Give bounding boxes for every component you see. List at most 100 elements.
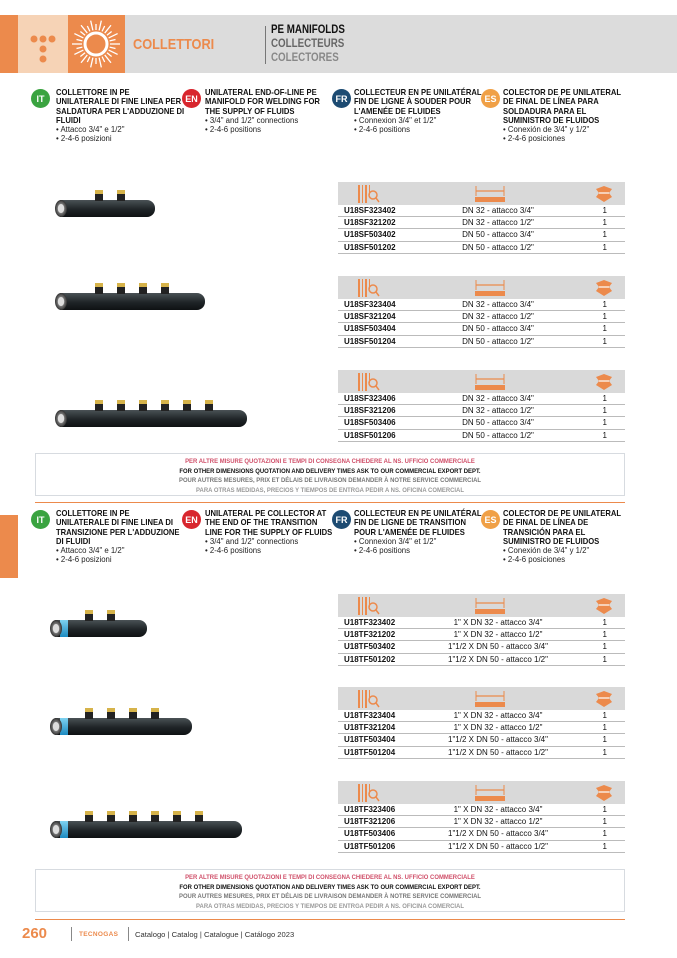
product-code: U18TF503406	[344, 829, 396, 839]
footer-brand: TECNOGAS	[79, 931, 119, 938]
lang-badge-es: ES	[481, 89, 500, 108]
pipe-end	[50, 620, 62, 637]
outlet-fitting	[183, 400, 191, 411]
description-bullet: • Attacco 3/4" e 1/2"	[56, 546, 125, 556]
box-package-icon	[596, 186, 612, 202]
outlet-fitting	[107, 708, 115, 719]
manifold-body	[55, 718, 192, 735]
product-table: U18TF323406 1" X DN 32 - attacco 3/4" 1 U18…	[338, 781, 625, 853]
outlet-fitting	[85, 708, 93, 719]
description-fr: COLLECTEUR EN PE UNILATÉRAL FIN DE LIGNE…	[354, 508, 486, 555]
manifold-body	[60, 410, 247, 427]
table-row: U18SF503406 DN 50 - attacco 3/4" 1	[338, 417, 625, 430]
pack-quantity: 1	[602, 300, 607, 309]
product-code: U18SF501206	[344, 430, 396, 440]
product-description: 1" X DN 32 - attacco 3/4"	[453, 618, 543, 627]
pack-quantity: 1	[602, 829, 607, 839]
barcode-search-icon	[358, 597, 380, 615]
lang-badge-it: IT	[31, 510, 50, 529]
description-en: UNILATERAL PE COLLECTOR AT THE END OF TH…	[205, 508, 337, 556]
product-code: U18SF323404	[344, 300, 396, 309]
description-bullet: • 2-4-6 positions	[205, 546, 262, 556]
product-table: U18TF323402 1" X DN 32 - attacco 3/4" 1 U18…	[338, 594, 625, 666]
pack-quantity: 1	[602, 242, 607, 252]
notice-fr: POUR AUTRES MESURES, PRIX ET DÉLAIS DE L…	[178, 893, 482, 900]
pipe-end	[50, 821, 62, 838]
description-bullet: • Connexion 3/4" et 1/2"	[354, 536, 437, 546]
description-bullet: • 2-4-6 posizioni	[56, 134, 112, 144]
outlet-fitting	[95, 190, 103, 201]
box-package-icon	[596, 374, 612, 390]
product-code: U18SF501202	[344, 242, 396, 252]
description-en: UNILATERAL END-OF-LINE PE MANIFOLD FOR W…	[205, 87, 337, 134]
title-es: COLECTORES	[271, 52, 339, 64]
description-es: COLECTOR DE PE UNILATERAL DE FINAL DE LÍ…	[503, 508, 635, 565]
pack-quantity: 1	[602, 630, 607, 640]
outlet-fitting	[117, 190, 125, 201]
pipe-end	[55, 410, 67, 427]
ruler-measure-icon	[475, 280, 505, 296]
section-divider	[35, 502, 625, 503]
tecnogas-logo-icon	[30, 35, 56, 63]
notice-es: PARA OTRAS MEDIDAS, PRECIOS Y TIEMPOS DE…	[196, 902, 464, 910]
table-row: U18SF321202 DN 32 - attacco 1/2" 1	[338, 217, 625, 230]
barcode-search-icon	[358, 690, 380, 708]
product-code: U18SF323406	[344, 394, 396, 403]
product-description: DN 50 - attacco 1/2"	[462, 336, 534, 346]
description-bullet: • 3/4" and 1/2" connections	[205, 536, 299, 546]
pack-quantity: 1	[602, 230, 607, 240]
product-code: U18TF503404	[344, 735, 396, 745]
description-title: COLLECTEUR EN PE UNILATÉRAL FIN DE LIGNE…	[354, 87, 482, 116]
pack-quantity: 1	[602, 654, 607, 664]
notice-it: PER ALTRE MISURE QUOTAZIONI E TEMPI DI C…	[185, 458, 475, 465]
product-code: U18TF321202	[344, 630, 396, 640]
ruler-measure-icon	[475, 598, 505, 614]
outlet-fitting	[139, 400, 147, 411]
description-es: COLECTOR DE PE UNILATERAL DE FINAL DE LÍ…	[503, 87, 635, 144]
product-table: U18SF323404 DN 32 - attacco 3/4" 1 U18SF321…	[338, 276, 625, 348]
product-description: 1" X DN 32 - attacco 1/2"	[453, 630, 543, 640]
pack-quantity: 1	[602, 312, 607, 322]
outlet-fitting	[117, 400, 125, 411]
outlet-fitting	[161, 400, 169, 411]
product-description: DN 32 - attacco 1/2"	[462, 312, 534, 322]
header-accent-strip	[0, 15, 18, 73]
table-row: U18TF503406 1"1/2 X DN 50 - attacco 3/4" 1	[338, 828, 625, 841]
table-header	[338, 781, 625, 804]
brand-logo	[18, 15, 68, 73]
outlet-fitting	[117, 283, 125, 294]
lang-badge-it: IT	[31, 89, 50, 108]
manifold-body	[60, 293, 205, 310]
outlet-fitting	[161, 283, 169, 294]
barcode-search-icon	[358, 279, 380, 297]
pipe-end	[50, 718, 62, 735]
outlet-fitting	[195, 811, 203, 822]
table-row: U18SF321206 DN 32 - attacco 1/2" 1	[338, 405, 625, 418]
table-header	[338, 182, 625, 205]
manifold-product-image	[50, 706, 197, 736]
product-description: DN 50 - attacco 3/4"	[462, 324, 534, 334]
table-row: U18TF501204 1"1/2 X DN 50 - attacco 1/2" 1	[338, 747, 625, 759]
description-title: COLECTOR DE PE UNILATERAL DE FINAL DE LÍ…	[503, 87, 621, 125]
table-row: U18SF323404 DN 32 - attacco 3/4" 1	[338, 299, 625, 312]
transition-band	[60, 821, 68, 838]
product-code: U18SF321202	[344, 218, 396, 228]
transition-band	[60, 620, 68, 637]
product-code: U18SF503406	[344, 418, 396, 428]
pipe-end	[55, 200, 67, 217]
lang-badge-fr: FR	[332, 89, 351, 108]
notice-fr: POUR AUTRES MESURES, PRIX ET DÉLAIS DE L…	[178, 477, 482, 484]
description-bullet: • 2-4-6 positions	[354, 125, 411, 135]
description-title: COLECTOR DE PE UNILATERAL DE FINAL DE LÍ…	[503, 508, 621, 546]
pack-quantity: 1	[602, 406, 607, 416]
product-code: U18SF321206	[344, 406, 396, 416]
manifold-product-image	[50, 608, 152, 638]
description-bullet: • 2-4-6 posizioni	[56, 555, 112, 565]
table-row: U18TF503402 1"1/2 X DN 50 - attacco 3/4" 1	[338, 641, 625, 654]
product-table: U18SF323402 DN 32 - attacco 3/4" 1 U18SF321…	[338, 182, 625, 254]
product-description: 1" X DN 32 - attacco 3/4"	[453, 711, 543, 720]
table-row: U18SF501202 DN 50 - attacco 1/2" 1	[338, 242, 625, 254]
outlet-fitting	[151, 811, 159, 822]
table-row: U18SF503404 DN 50 - attacco 3/4" 1	[338, 323, 625, 336]
manifold-product-image	[55, 188, 160, 218]
